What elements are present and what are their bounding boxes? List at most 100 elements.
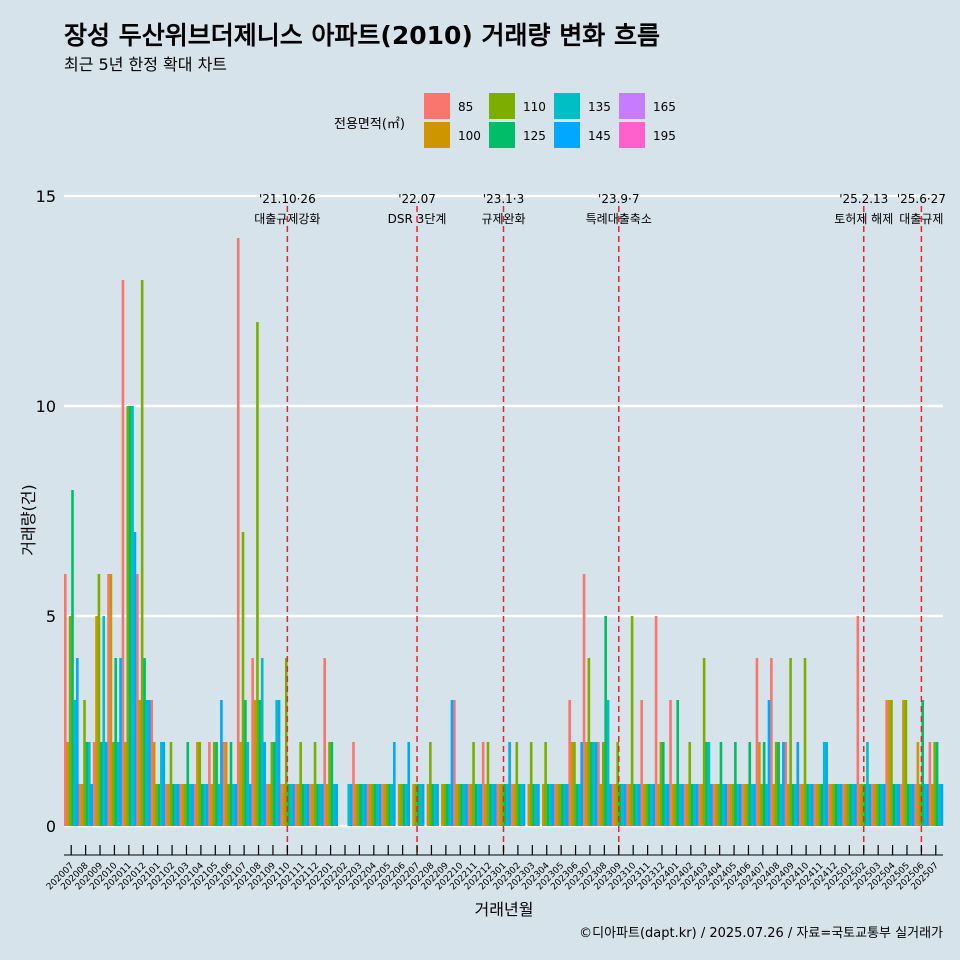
bar [359,784,362,826]
bar [625,784,629,826]
bar [575,784,579,826]
bar [589,742,593,826]
bar [551,784,555,826]
bar [683,784,687,826]
policy-label: 규제완화 [481,212,525,226]
bar [210,784,214,826]
bar [647,784,651,826]
bar [445,784,449,826]
bar [224,742,228,826]
bar [397,784,401,826]
bar [124,742,127,826]
bar [282,784,286,826]
bar [68,616,72,826]
x-axis-label: 거래년월 [475,900,534,919]
annotations: '21.10·26 대출규제강화 '22.07 DSR 3단계 '23.1·3 규제완화 '… [254,192,946,855]
bar [469,784,473,826]
bar [623,784,627,826]
bar [121,280,125,826]
bar [753,784,756,826]
bar [916,742,920,826]
bar [849,784,852,826]
bar [284,658,288,826]
bar [465,784,468,826]
bar [815,784,819,826]
bar [786,784,790,826]
bar [794,784,797,826]
bar [157,784,161,826]
bar [784,742,788,826]
bar [232,784,235,826]
legend-swatch [619,122,645,148]
bar [923,784,927,826]
bar [272,742,276,826]
bar [489,784,492,826]
x-axis: 2020072020082020092020102020112020122021… [45,845,943,892]
bar [294,784,298,826]
bar [702,658,706,826]
bar [412,784,415,826]
bar [357,784,360,826]
bar [561,784,564,826]
bar [263,742,266,826]
bar [73,700,77,826]
bar [628,784,631,826]
bar [227,784,230,826]
bar [498,784,502,826]
bar [707,742,711,826]
bar [138,700,142,826]
bar [505,784,509,826]
bar [568,700,571,826]
bar [143,658,146,826]
bar [758,742,761,826]
bar [508,742,511,826]
bar [203,784,206,826]
bar [332,784,336,826]
bar [109,574,113,826]
bar [846,784,850,826]
bar [140,280,144,826]
legend-swatch [424,93,450,119]
bar [85,742,89,826]
bar [678,784,682,826]
bar [369,784,372,826]
policy-date: '23.1·3 [483,192,524,206]
bar [388,784,391,826]
bar [863,784,867,826]
bar [328,742,331,826]
bar [902,700,905,826]
chart-title: 장성 두산위브더제니스 아파트(2010) 거래량 변화 흐름 [64,21,660,50]
bar [78,784,82,826]
bar [940,784,944,826]
policy-date: '23.9·7 [598,192,639,206]
bar [325,784,329,826]
bar [477,784,480,826]
bar [371,784,375,826]
bar [443,784,447,826]
bar [323,658,326,826]
bar [455,784,459,826]
bar [83,700,86,826]
bar [390,784,394,826]
bar [479,784,483,826]
bar [746,784,749,826]
bar [148,700,151,826]
bar [277,700,281,826]
bar [750,784,754,826]
bar [251,658,254,826]
bar [304,784,307,826]
bar [160,742,163,826]
bar [457,784,461,826]
bar [861,784,864,826]
bar [621,784,624,826]
policy-label: 대출규제 [899,212,943,226]
bar [402,784,406,826]
legend-swatch [554,122,580,148]
bar [760,784,764,826]
bar [573,742,576,826]
bar [186,742,190,826]
bar [921,700,924,826]
legend-label: 135 [588,100,611,114]
bar [887,700,891,826]
